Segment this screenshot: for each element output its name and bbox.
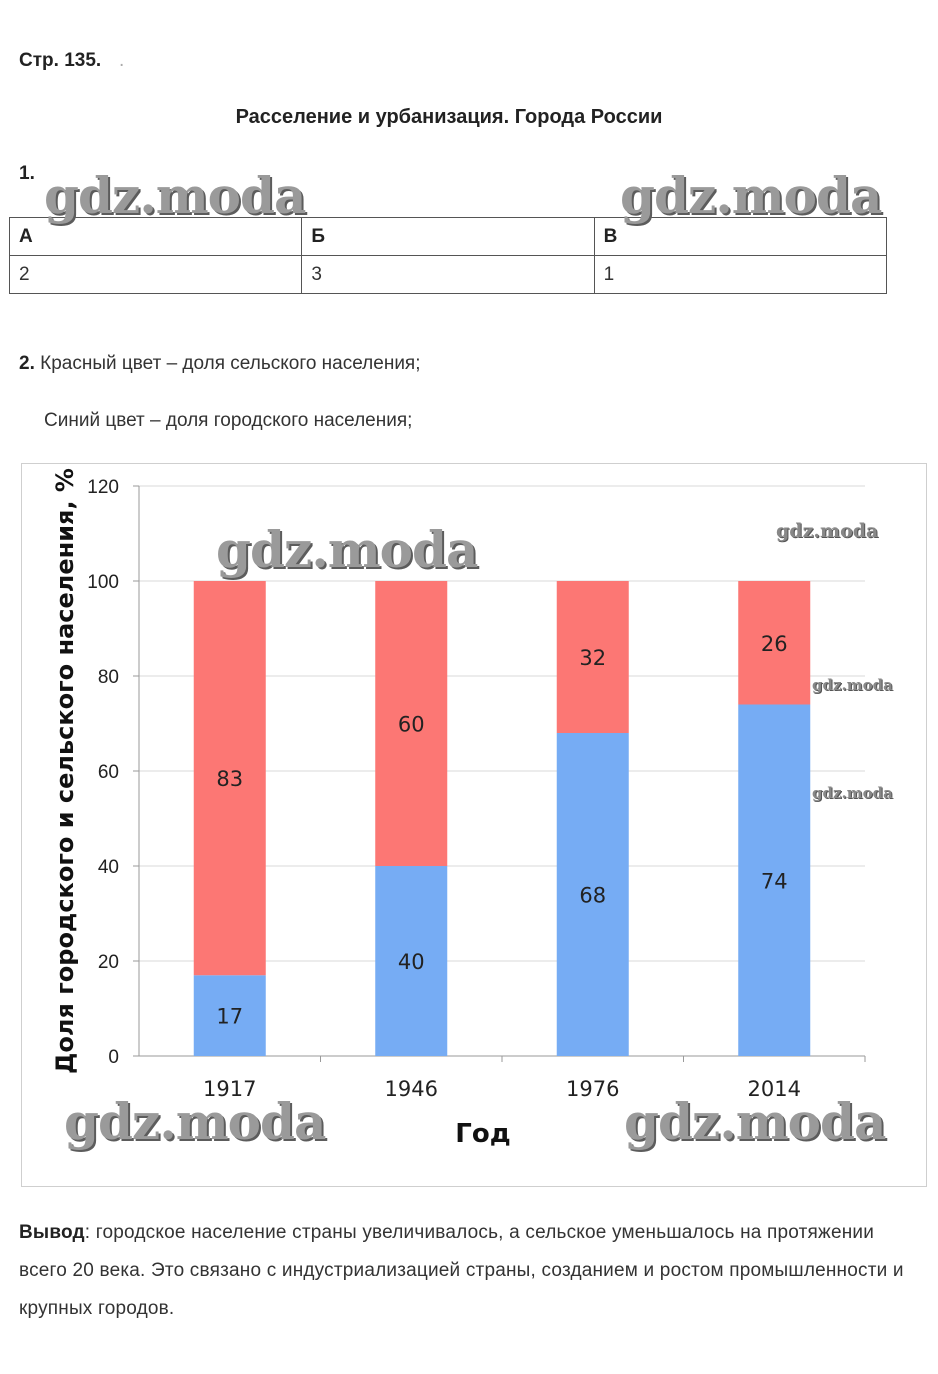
conclusion-paragraph: Вывод: городское население страны увелич… [19, 1214, 909, 1328]
bar-urban-1917 [193, 975, 266, 1056]
watermark: gdz.moda [812, 676, 893, 694]
section-heading: Расселение и урбанизация. Города России [235, 106, 663, 128]
y-tick-label: 0 [108, 1047, 119, 1068]
bar-rural-2014 [738, 581, 811, 705]
data-label: 83 [216, 767, 243, 791]
y-axis-title: Доля городского и сельского населения, % [51, 468, 79, 1074]
x-tick-label: 1946 [385, 1077, 438, 1101]
task-2-line-2: Синий цвет – доля городского населения; [44, 410, 413, 431]
page-number: Стр. 135. [19, 50, 102, 71]
answer-value-v: 1 [593, 255, 888, 294]
data-label: 26 [761, 632, 788, 656]
y-tick-label: 120 [87, 477, 119, 498]
bar-urban-2014 [738, 704, 811, 1056]
watermark: gdz.moda [64, 1092, 326, 1151]
chart-container: 0 20 40 60 80 100 120 17 83 1917 40 60 1946 68 32 1976 7… [21, 463, 927, 1187]
y-tick-label: 20 [98, 952, 119, 973]
data-label: 68 [579, 884, 606, 908]
task-2-number: 2. [19, 353, 35, 374]
x-tick-label: 2014 [748, 1077, 801, 1101]
x-tick-label: 1976 [566, 1077, 619, 1101]
data-label: 40 [398, 950, 425, 974]
watermark: gdz.moda [776, 520, 879, 542]
bar-urban-1946 [375, 866, 448, 1056]
conclusion-label: Вывод [19, 1222, 85, 1243]
bar-rural-1976 [556, 581, 629, 733]
watermark: gdz.moda [812, 784, 893, 802]
data-label: 60 [398, 713, 425, 737]
task-1-number: 1. [19, 163, 35, 184]
answer-value-a: 2 [8, 255, 303, 294]
x-axis-title: Год [455, 1119, 510, 1149]
answer-table: А Б В 2 3 1 [8, 217, 888, 294]
data-label: 17 [216, 1005, 243, 1029]
task-2-red-text: Красный цвет – доля сельского населения; [40, 353, 421, 374]
watermark: gdz.moda [620, 166, 882, 225]
watermark: gdz.moda [44, 166, 306, 225]
watermark: gdz.moda [624, 1092, 886, 1151]
data-label: 74 [761, 869, 788, 893]
bar-rural-1917 [193, 581, 266, 976]
answer-header-b: Б [301, 217, 595, 256]
bar-urban-1976 [556, 733, 629, 1056]
conclusion-text: : городское население страны увеличивало… [19, 1222, 904, 1319]
y-tick-label: 60 [98, 762, 119, 783]
x-tick-label: 1917 [203, 1077, 256, 1101]
stacked-bar-chart: 0 20 40 60 80 100 120 17 83 1917 40 60 1946 68 32 1976 7… [51, 468, 866, 1149]
page-dot: . [119, 50, 125, 71]
y-tick-label: 100 [87, 572, 119, 593]
answer-value-b: 3 [301, 255, 595, 294]
y-tick-label: 80 [98, 667, 119, 688]
task-2-line-1: 2. Красный цвет – доля сельского населен… [19, 353, 421, 375]
answer-header-v: В [593, 217, 888, 256]
data-label: 32 [579, 646, 606, 670]
watermark: gdz.moda [216, 520, 478, 579]
y-tick-label: 40 [98, 857, 119, 878]
bar-rural-1946 [375, 581, 448, 866]
